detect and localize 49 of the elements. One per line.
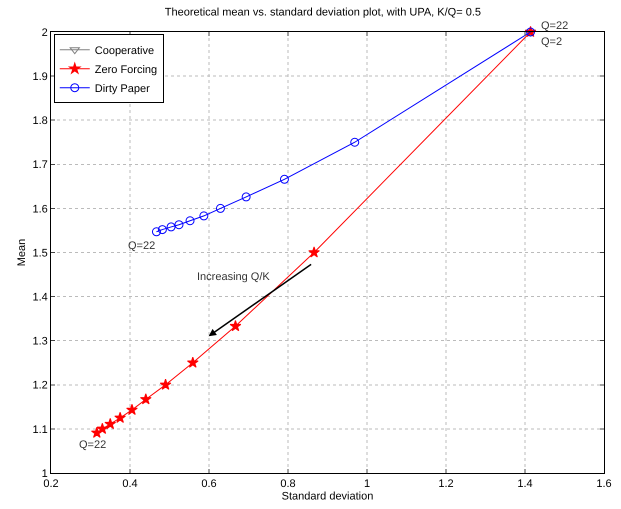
x-tick-label: 1 (364, 478, 370, 490)
annotation: Q=22 (541, 20, 568, 32)
point (186, 216, 195, 226)
x-tick-label: 1.6 (596, 478, 612, 490)
annotation: Q=2 (541, 36, 562, 48)
y-tick-label: 1.2 (32, 380, 48, 392)
point (230, 320, 242, 332)
point (152, 227, 161, 236)
annotation: Increasing Q/K (197, 271, 270, 283)
y-tick-label: 1 (42, 468, 48, 480)
legend-label: Cooperative (94, 44, 154, 57)
x-tick-label: 1.2 (438, 478, 454, 490)
y-tick-label: 1.8 (32, 115, 48, 128)
point (186, 356, 199, 368)
point (114, 412, 126, 423)
chart-title: Theoretical mean vs. standard deviation plot, with UPA, K/Q= 0.5 (164, 6, 482, 18)
y-tick-label: 1.7 (32, 159, 48, 172)
y-tick-label: 2 (42, 26, 48, 39)
x-tick-label: 0.6 (201, 478, 217, 490)
x-tick-label: 0.4 (122, 478, 138, 490)
point (308, 246, 320, 258)
point (216, 204, 225, 213)
y-tick-label: 1.1 (32, 424, 48, 436)
point (199, 211, 208, 220)
point (158, 225, 167, 234)
y-tick-label: 1.6 (32, 203, 48, 216)
point (280, 174, 289, 184)
legend-label: Dirty Paper (94, 82, 150, 95)
point (160, 378, 172, 390)
point (242, 192, 251, 202)
x-tick-label: 0.2 (43, 478, 59, 490)
point (350, 138, 360, 147)
point (166, 222, 176, 232)
y-tick-label: 1.5 (32, 247, 48, 260)
annotation: Q=22 (79, 439, 106, 451)
legend-label: Zero Forcing (94, 64, 158, 76)
x-tick-label: 1.4 (517, 478, 533, 490)
x-axis-title: Standard deviation (282, 490, 374, 502)
annotation: Q=22 (128, 240, 156, 252)
point (90, 426, 103, 438)
point (140, 393, 152, 404)
y-tick-label: 1.4 (32, 291, 48, 304)
point (174, 220, 184, 230)
point (126, 404, 138, 415)
y-axis-title: Mean (16, 238, 28, 266)
x-tick-label: 0.8 (280, 478, 296, 490)
y-tick-label: 1.9 (32, 70, 48, 83)
y-tick-label: 1.3 (32, 336, 48, 348)
point (104, 418, 116, 430)
